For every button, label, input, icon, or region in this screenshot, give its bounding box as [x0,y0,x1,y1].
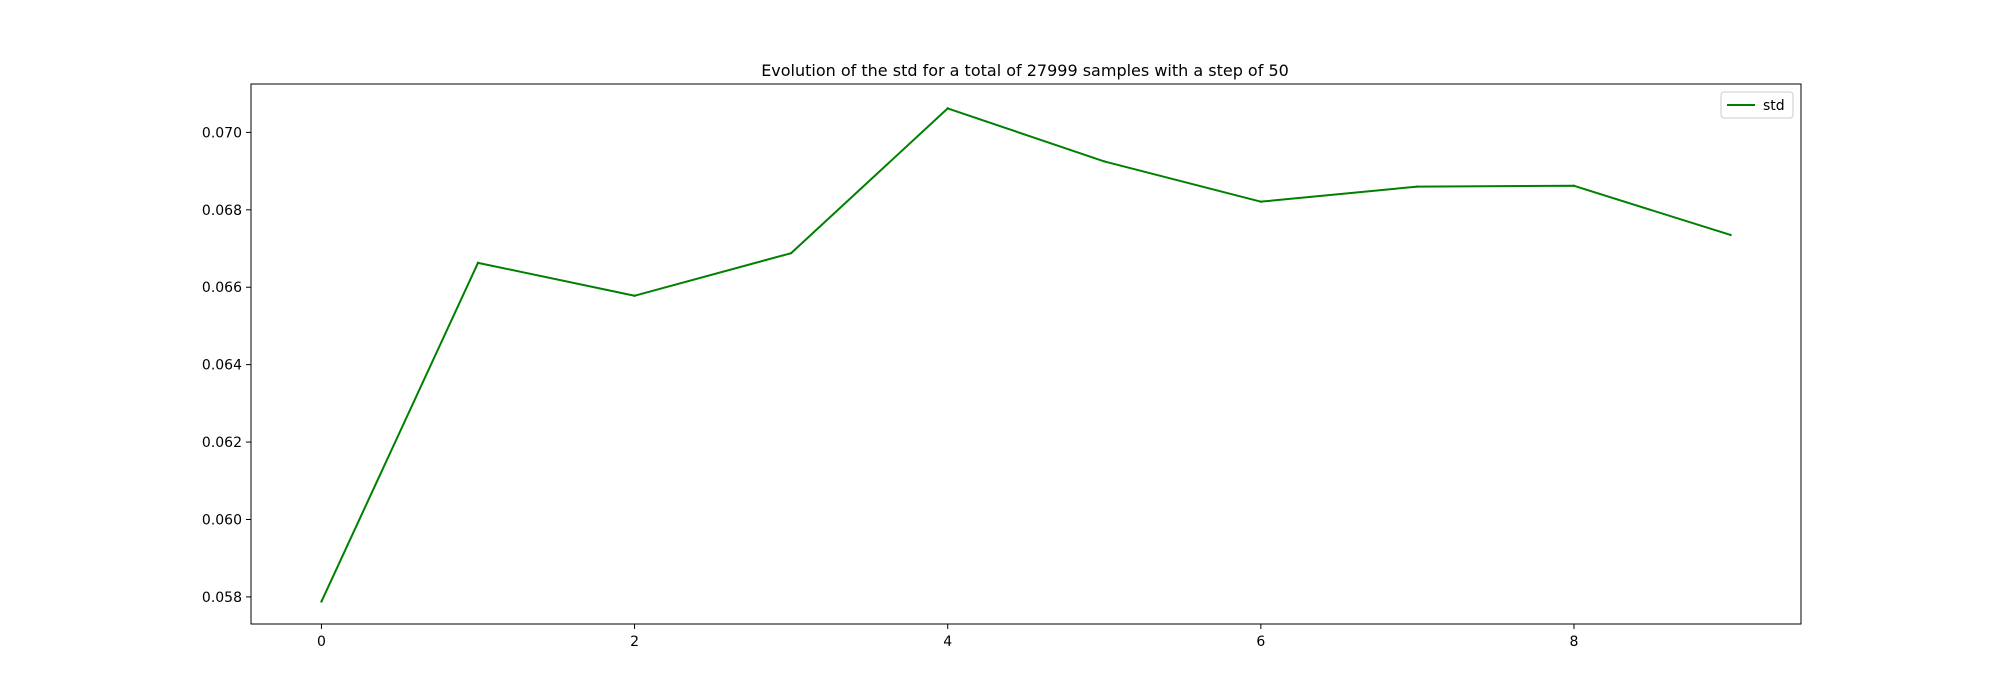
legend: std [1720,91,1794,119]
series-line-std [320,107,1731,602]
data-point [1729,233,1732,237]
axes-frame [250,83,1802,625]
legend-box [1720,91,1794,119]
x-tick-label: 0 [317,634,326,650]
data-point [320,600,323,603]
x-tick-label: 4 [943,634,952,650]
x-tick-label: 2 [630,634,639,650]
y-tick-label: 0.062 [202,435,242,451]
data-point [633,294,636,297]
data-point [946,107,949,110]
plot-area [320,107,1732,603]
x-tick-label: 6 [1256,634,1265,650]
y-tick-label: 0.064 [202,358,242,374]
y-tick-label: 0.058 [202,590,242,606]
chart-title: Evolution of the std for a total of 2799… [761,61,1289,80]
y-tick-label: 0.066 [202,280,242,296]
x-tick-label: 8 [1570,634,1579,650]
y-tick-label: 0.070 [202,125,242,141]
y-tick-label: 0.068 [202,203,242,219]
y-tick-label: 0.060 [202,512,242,528]
data-point [1103,160,1106,163]
data-point [476,261,480,265]
data-point [1416,185,1419,188]
legend-label: std [1763,98,1785,114]
data-point [789,251,793,255]
data-point [1572,184,1576,188]
axis-ticks: 0 2 4 6 8 0.058 0.060 0.062 0.064 0.066 0.068 0.070 [202,125,1579,650]
data-point [1259,200,1263,203]
